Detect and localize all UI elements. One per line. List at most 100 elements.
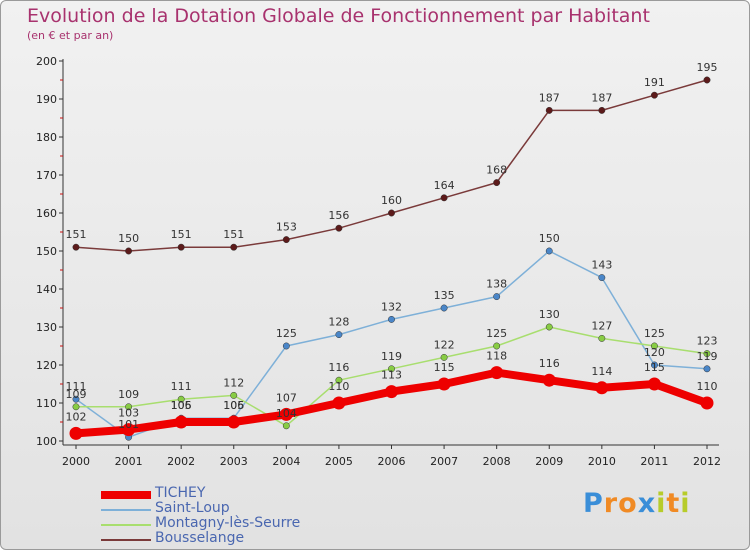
series-montagny-les-seurre	[72, 323, 711, 430]
x-tick-label: 2000	[62, 455, 90, 468]
data-point-saint-loup	[282, 342, 290, 350]
data-label-montagny-les-seurre: 112	[223, 376, 244, 389]
data-point-montagny-les-seurre	[230, 391, 238, 399]
legend-label: Bousselange	[155, 530, 245, 546]
data-label-saint-loup: 119	[697, 350, 718, 363]
data-point-saint-loup	[72, 395, 80, 403]
data-point-bousselange	[282, 236, 290, 244]
data-label-bousselange: 164	[434, 179, 455, 192]
data-point-montagny-les-seurre	[703, 350, 711, 358]
data-label-montagny-les-seurre: 109	[118, 388, 139, 401]
data-point-saint-loup	[545, 247, 553, 255]
data-label-saint-loup: 132	[381, 300, 402, 313]
data-label-saint-loup: 143	[591, 259, 612, 272]
data-label-tichey: 116	[539, 357, 560, 370]
data-labels-layer: 111 101 106 106 125 128 132 135 138 150 143 120 119 1…	[66, 61, 718, 431]
y-tick-label: 130	[36, 321, 57, 334]
data-label-bousselange: 153	[276, 221, 297, 234]
series-layer	[69, 76, 714, 441]
x-tick-label: 2011	[640, 455, 668, 468]
x-tick-label: 2006	[378, 455, 406, 468]
data-point-montagny-les-seurre	[72, 403, 80, 411]
data-label-bousselange: 191	[644, 76, 665, 89]
data-point-bousselange	[440, 194, 448, 202]
data-label-saint-loup: 138	[486, 278, 507, 291]
legend-swatch	[101, 524, 151, 526]
data-point-bousselange	[230, 243, 238, 251]
data-point-montagny-les-seurre	[177, 395, 185, 403]
data-point-saint-loup	[703, 365, 711, 373]
data-point-montagny-les-seurre	[282, 422, 290, 430]
x-tick-label: 2010	[588, 455, 616, 468]
data-label-bousselange: 151	[223, 228, 244, 241]
data-point-tichey	[595, 381, 609, 395]
data-label-tichey: 113	[381, 369, 402, 382]
data-label-tichey: 105	[171, 399, 192, 412]
x-tick-label: 2008	[483, 455, 511, 468]
y-tick-label: 160	[36, 207, 57, 220]
data-point-saint-loup	[388, 315, 395, 323]
data-point-montagny-les-seurre	[545, 323, 553, 331]
logo-letter: o	[618, 488, 638, 519]
y-tick-label: 140	[36, 283, 57, 296]
chart-subtitle: (en € et par an)	[27, 29, 114, 42]
logo-letter: i	[656, 488, 667, 519]
data-point-tichey	[437, 377, 451, 391]
x-tick-label: 2012	[693, 455, 721, 468]
data-point-montagny-les-seurre	[388, 365, 395, 373]
data-point-montagny-les-seurre	[598, 334, 606, 342]
legend-swatch	[101, 509, 151, 511]
data-label-bousselange: 151	[66, 228, 87, 241]
legend-swatch	[101, 491, 151, 499]
data-label-tichey: 107	[276, 391, 297, 404]
data-point-bousselange	[125, 247, 133, 255]
y-tick-label: 190	[36, 93, 57, 106]
data-point-bousselange	[598, 106, 606, 114]
data-label-tichey: 105	[223, 399, 244, 412]
data-point-montagny-les-seurre	[493, 342, 501, 350]
data-point-saint-loup	[493, 293, 501, 301]
data-label-saint-loup: 135	[434, 289, 455, 302]
data-point-saint-loup	[335, 331, 343, 339]
series-saint-loup	[72, 247, 711, 441]
series-bousselange	[72, 76, 711, 255]
data-label-tichey: 110	[697, 380, 718, 393]
data-point-tichey	[174, 415, 188, 429]
data-point-tichey	[69, 426, 83, 440]
data-label-bousselange: 150	[118, 232, 139, 245]
y-tick-label: 110	[36, 397, 57, 410]
data-label-montagny-les-seurre: 130	[539, 308, 560, 321]
data-label-montagny-les-seurre: 125	[644, 327, 665, 340]
legend-swatch	[101, 539, 151, 541]
data-point-montagny-les-seurre	[125, 403, 133, 411]
x-tick-label: 2005	[325, 455, 353, 468]
data-label-saint-loup: 120	[644, 346, 665, 359]
data-label-tichey: 115	[644, 361, 665, 374]
data-label-montagny-les-seurre: 122	[434, 338, 455, 351]
series-line-bousselange	[75, 79, 708, 252]
data-label-bousselange: 195	[697, 61, 718, 74]
data-label-bousselange: 187	[539, 91, 560, 104]
data-point-bousselange	[388, 209, 395, 217]
y-tick-label: 120	[36, 359, 57, 372]
legend-label: TICHEY	[155, 485, 206, 501]
data-point-tichey	[332, 396, 346, 410]
x-tick-label: 2004	[272, 455, 300, 468]
x-tick-label: 2007	[430, 455, 458, 468]
data-label-tichey: 110	[328, 380, 349, 393]
data-label-saint-loup: 101	[118, 418, 139, 431]
data-point-bousselange	[545, 106, 553, 114]
data-label-montagny-les-seurre: 104	[276, 407, 297, 420]
data-label-montagny-les-seurre: 127	[591, 319, 612, 332]
data-label-montagny-les-seurre: 123	[697, 335, 718, 348]
data-label-saint-loup: 150	[539, 232, 560, 245]
data-point-tichey	[122, 423, 136, 437]
data-point-bousselange	[703, 76, 711, 84]
data-label-montagny-les-seurre: 111	[171, 380, 192, 393]
chart-title: Evolution de la Dotation Globale de Fonc…	[27, 5, 650, 27]
y-tick-label: 150	[36, 245, 57, 258]
data-label-montagny-les-seurre: 109	[66, 388, 87, 401]
data-point-tichey	[647, 377, 661, 391]
data-label-montagny-les-seurre: 125	[486, 327, 507, 340]
